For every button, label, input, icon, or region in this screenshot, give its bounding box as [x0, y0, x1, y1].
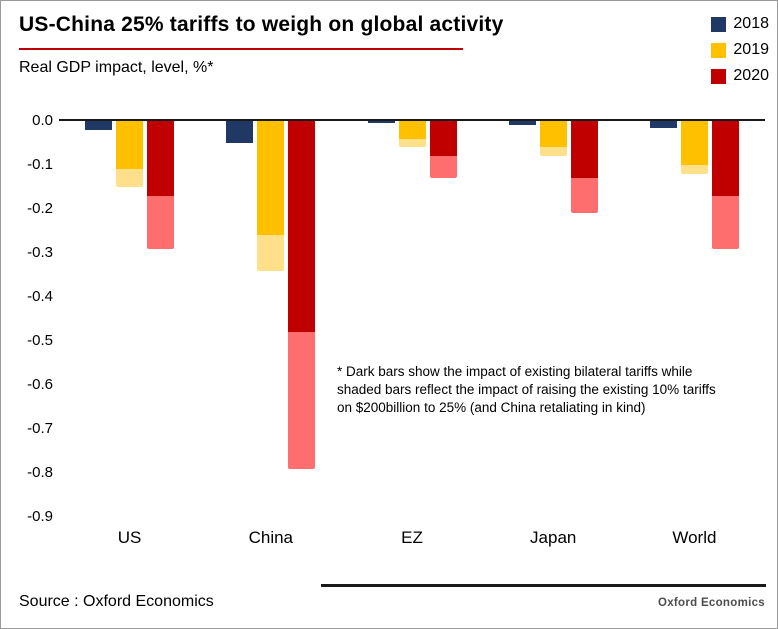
bar-dark-segment [649, 121, 677, 128]
y-axis-tick-label: -0.6 [27, 376, 53, 393]
bar-2018-ez [367, 121, 395, 123]
x-axis-category-label: China [248, 528, 294, 547]
zero-axis-line [59, 119, 765, 121]
bar-dark-segment [116, 121, 144, 169]
bar-group-japan [483, 121, 624, 517]
plot-area [59, 121, 765, 517]
bar-dark-segment [85, 121, 113, 130]
chart-subtitle: Real GDP impact, level, %* [19, 59, 214, 76]
bar-dark-segment [288, 121, 316, 332]
bar-group-china [200, 121, 341, 517]
bottom-rule [321, 584, 766, 587]
bar-group-ez [341, 121, 482, 517]
legend-item-2020: 2020 [711, 63, 769, 89]
bar-dark-segment [257, 121, 285, 235]
legend-label: 2020 [733, 67, 769, 84]
bar-dark-segment [367, 121, 395, 123]
legend-label: 2019 [733, 41, 769, 58]
legend-swatch-2018 [711, 16, 727, 32]
x-axis-category-label: EZ [401, 528, 423, 547]
bar-dark-segment [147, 121, 175, 196]
y-axis-tick-label: -0.3 [27, 244, 53, 261]
bar-dark-segment [570, 121, 598, 178]
legend-swatch-2020 [711, 68, 727, 84]
x-axis-category-label: World [672, 528, 717, 547]
bar-2019-china [257, 121, 285, 271]
legend-swatch-2019 [711, 42, 727, 58]
bar-2020-ez [429, 121, 457, 178]
bar-2020-japan [570, 121, 598, 213]
brand-logo: Oxford Economics [657, 597, 765, 609]
bar-2020-china [288, 121, 316, 469]
y-axis-tick-label: -0.1 [27, 156, 53, 173]
bar-dark-segment [539, 121, 567, 147]
bar-2019-us [116, 121, 144, 187]
x-axis-category-label: Japan [530, 528, 577, 547]
y-axis-tick-label: 0.0 [32, 112, 53, 129]
bar-dark-segment [508, 121, 536, 125]
bar-2019-japan [539, 121, 567, 156]
bar-dark-segment [680, 121, 708, 165]
source-text: Source : Oxford Economics [19, 593, 214, 610]
bar-2019-ez [398, 121, 426, 147]
bar-dark-segment [226, 121, 254, 143]
y-axis: 0.0 -0.1 -0.2 -0.3 -0.4 -0.5 -0.6 -0.7 -0.8 -0.9 [1, 112, 53, 525]
y-axis-tick-label: -0.9 [27, 508, 53, 525]
bar-2018-us [85, 121, 113, 130]
legend-item-2019: 2019 [711, 37, 769, 63]
legend-label: 2018 [733, 15, 769, 32]
bar-2018-japan [508, 121, 536, 125]
bar-2020-us [147, 121, 175, 249]
y-axis-tick-label: -0.7 [27, 420, 53, 437]
y-axis-tick-label: -0.8 [27, 464, 53, 481]
bar-dark-segment [429, 121, 457, 156]
legend: 2018 2019 2020 [711, 11, 769, 89]
x-axis-category-label: US [117, 528, 142, 547]
bar-group-us [59, 121, 200, 517]
y-axis-tick-label: -0.4 [27, 288, 53, 305]
bar-2018-world [649, 121, 677, 128]
bar-2020-world [711, 121, 739, 249]
bar-2019-world [680, 121, 708, 174]
footnote-annotation: * Dark bars show the impact of existing … [337, 364, 716, 416]
bar-dark-segment [398, 121, 426, 139]
y-axis-tick-label: -0.2 [27, 200, 53, 217]
legend-item-2018: 2018 [711, 11, 769, 37]
x-axis-labels: US China EZ Japan World [59, 528, 765, 548]
bar-group-world [624, 121, 765, 517]
bar-2018-china [226, 121, 254, 143]
bar-dark-segment [711, 121, 739, 196]
y-axis-tick-label: -0.5 [27, 332, 53, 349]
chart-title: US-China 25% tariffs to weigh on global … [19, 13, 504, 36]
title-underline [19, 48, 463, 50]
